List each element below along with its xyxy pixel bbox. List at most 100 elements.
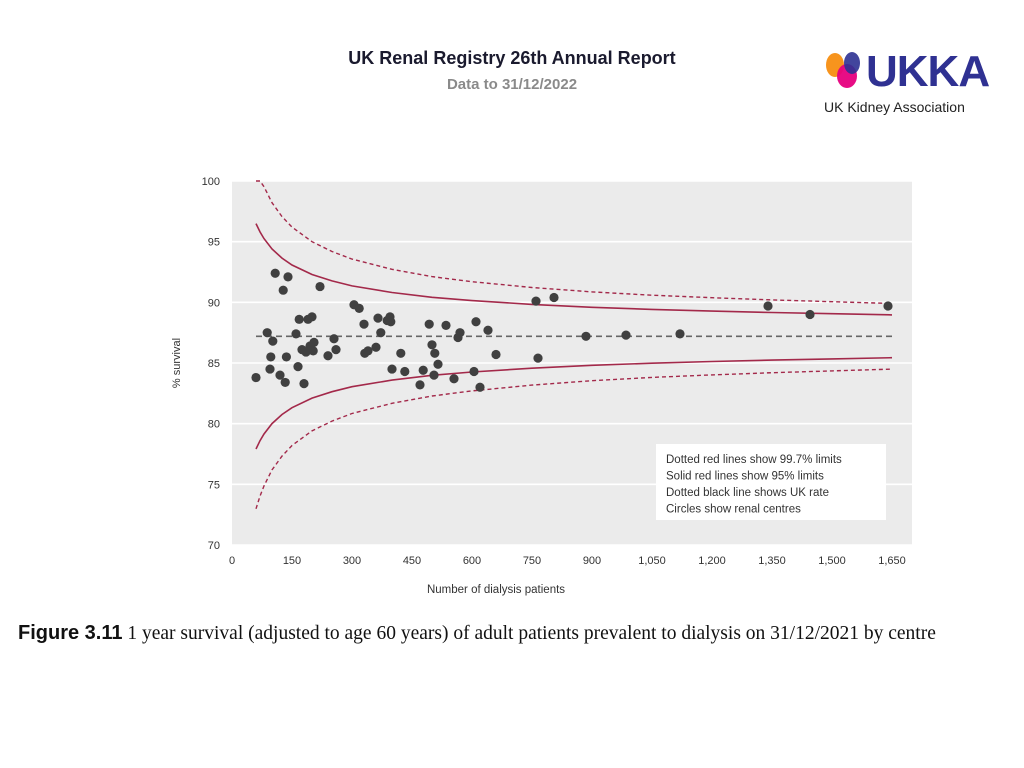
figure-label: Figure 3.11 bbox=[18, 622, 123, 644]
centre-point bbox=[293, 362, 303, 372]
x-tick-label: 900 bbox=[583, 555, 601, 567]
y-tick-label: 100 bbox=[202, 176, 220, 188]
centre-point bbox=[294, 314, 304, 324]
y-tick-label: 75 bbox=[208, 479, 220, 491]
legend-box bbox=[656, 444, 886, 520]
centre-point bbox=[262, 328, 272, 338]
centre-point bbox=[549, 292, 559, 303]
centre-point bbox=[266, 352, 276, 362]
centre-point bbox=[308, 346, 318, 356]
centre-point bbox=[449, 374, 459, 384]
legend-entry: Dotted red lines show 99.7% limits bbox=[666, 454, 842, 466]
legend-entry: Solid red lines show 95% limits bbox=[666, 471, 824, 483]
centre-point bbox=[455, 328, 465, 338]
centre-point bbox=[387, 364, 397, 374]
centre-point bbox=[491, 349, 501, 360]
x-tick-label: 1,500 bbox=[818, 555, 846, 567]
y-tick-label: 85 bbox=[208, 358, 220, 370]
centre-point bbox=[251, 372, 261, 383]
x-tick-label: 1,050 bbox=[638, 555, 666, 567]
centre-point bbox=[359, 319, 369, 329]
figure-caption-text: 1 year survival (adjusted to age 60 year… bbox=[127, 623, 936, 644]
centre-point bbox=[281, 352, 291, 362]
centre-point bbox=[275, 370, 285, 380]
centre-point bbox=[883, 301, 893, 311]
centre-point bbox=[418, 365, 428, 375]
centre-point bbox=[315, 281, 325, 292]
report-title: UK Renal Registry 26th Annual Report bbox=[348, 48, 676, 68]
x-tick-label: 450 bbox=[403, 555, 421, 567]
x-tick-label: 1,200 bbox=[698, 555, 726, 567]
centre-point bbox=[283, 272, 293, 282]
centre-point bbox=[471, 317, 481, 327]
centre-point bbox=[265, 364, 275, 374]
centre-point bbox=[270, 268, 280, 278]
centre-point bbox=[396, 348, 406, 358]
survival-funnel-plot: 70 75 80 85 90 95 100 0 150 300 450 600 750 900 1,050… bbox=[171, 176, 912, 596]
centre-point bbox=[429, 370, 439, 380]
upper-95-limit-line bbox=[255, 223, 893, 316]
centre-point bbox=[400, 366, 410, 377]
centre-point bbox=[376, 328, 386, 338]
centre-point bbox=[307, 312, 317, 322]
centre-point bbox=[675, 329, 685, 339]
x-tick-label: 1,350 bbox=[758, 555, 786, 567]
y-tick-label: 90 bbox=[208, 297, 220, 309]
centre-point bbox=[280, 377, 290, 388]
report-subtitle: Data to 31/12/2022 bbox=[446, 76, 578, 93]
ukka-logo: UKKA UK Kidney Association bbox=[822, 48, 994, 120]
legend-entry: Dotted black line shows UK rate bbox=[666, 487, 829, 499]
y-tick-label: 95 bbox=[208, 237, 220, 249]
y-tick-labels: 70 75 80 85 90 95 100 bbox=[202, 176, 220, 552]
centre-point bbox=[323, 351, 333, 361]
figure-caption: Figure 3.11 1 year survival (adjusted to… bbox=[18, 622, 1018, 645]
centre-point bbox=[415, 380, 425, 390]
kidney-logo-icon bbox=[826, 52, 860, 88]
y-tick-label: 70 bbox=[208, 540, 220, 552]
centre-point bbox=[433, 359, 443, 369]
upper-99-7-limit-line bbox=[256, 180, 893, 305]
centre-point bbox=[386, 317, 396, 327]
centre-point bbox=[621, 330, 631, 340]
x-tick-label: 0 bbox=[229, 555, 235, 567]
centre-point bbox=[291, 329, 301, 339]
y-axis-label: % survival bbox=[171, 338, 183, 388]
legend-entry: Circles show renal centres bbox=[666, 504, 801, 516]
centre-point bbox=[371, 342, 381, 352]
centre-point bbox=[475, 382, 485, 392]
logo-shape-blue bbox=[844, 52, 860, 74]
centre-point bbox=[581, 331, 591, 341]
centre-point bbox=[331, 345, 341, 355]
x-tick-labels: 0 150 300 450 600 750 900 1,050 1,200 1,350 1,500 1… bbox=[229, 555, 906, 567]
centre-point bbox=[430, 348, 440, 358]
centre-point bbox=[363, 346, 373, 356]
centre-point bbox=[427, 340, 437, 350]
centre-point bbox=[309, 337, 319, 347]
renal-centre-points bbox=[251, 268, 893, 392]
x-tick-label: 600 bbox=[463, 555, 481, 567]
centre-point bbox=[424, 319, 434, 329]
logo-wordmark: UKKA bbox=[866, 47, 990, 96]
lower-95-limit-line bbox=[255, 356, 893, 450]
centre-point bbox=[483, 325, 493, 335]
lower-99-7-limit-line bbox=[255, 368, 893, 510]
x-tick-label: 300 bbox=[343, 555, 361, 567]
x-axis-label: Number of dialysis patients bbox=[427, 584, 565, 596]
centre-point bbox=[441, 320, 451, 330]
x-tick-label: 750 bbox=[523, 555, 541, 567]
legend: Dotted red lines show 99.7% limits Solid … bbox=[656, 444, 886, 520]
centre-point bbox=[373, 313, 383, 323]
centre-point bbox=[278, 285, 288, 295]
centre-point bbox=[763, 301, 773, 311]
logo-tagline: UK Kidney Association bbox=[824, 99, 965, 115]
centre-point bbox=[533, 353, 543, 363]
y-tick-label: 80 bbox=[208, 419, 220, 431]
centre-point bbox=[354, 303, 364, 313]
gridlines bbox=[232, 180, 912, 546]
x-tick-label: 150 bbox=[283, 555, 301, 567]
centre-point bbox=[268, 336, 278, 346]
centre-point bbox=[531, 296, 541, 306]
control-limit-lines bbox=[255, 180, 893, 510]
centre-point bbox=[805, 309, 815, 320]
x-tick-label: 1,650 bbox=[878, 555, 906, 567]
